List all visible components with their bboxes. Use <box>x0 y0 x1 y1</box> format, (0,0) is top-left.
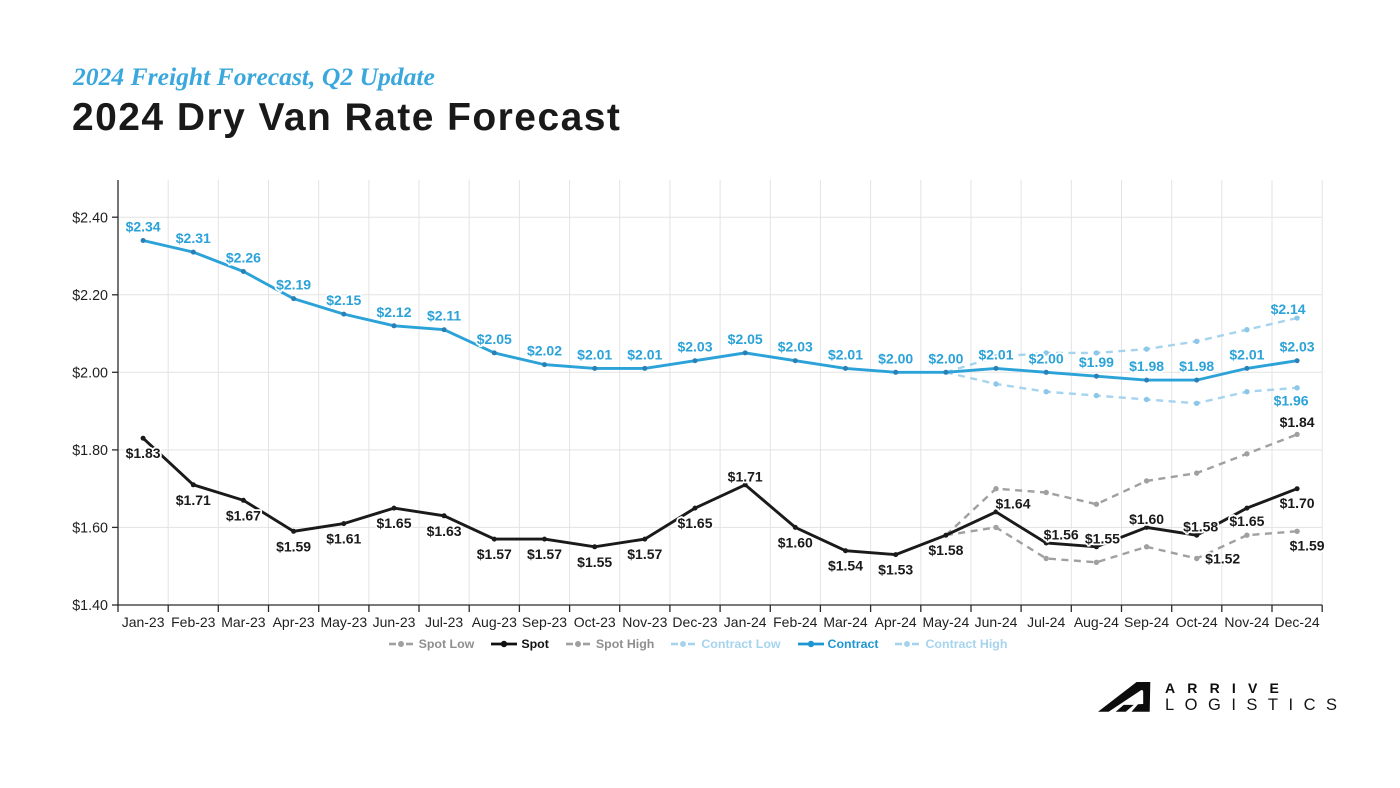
svg-text:$2.00: $2.00 <box>878 350 913 366</box>
svg-text:$1.56: $1.56 <box>1044 527 1079 543</box>
svg-text:$1.60: $1.60 <box>778 534 813 550</box>
svg-text:May-24: May-24 <box>923 614 970 630</box>
svg-text:$1.80: $1.80 <box>72 443 108 459</box>
svg-text:Mar-23: Mar-23 <box>221 614 266 630</box>
svg-text:$1.70: $1.70 <box>1280 495 1315 511</box>
svg-text:$1.64: $1.64 <box>995 495 1030 511</box>
svg-text:$2.01: $2.01 <box>978 346 1013 362</box>
svg-text:$2.11: $2.11 <box>427 308 461 324</box>
svg-text:$1.55: $1.55 <box>1085 530 1120 546</box>
svg-text:$2.01: $2.01 <box>828 346 863 362</box>
svg-text:$2.20: $2.20 <box>72 288 108 304</box>
svg-text:May-23: May-23 <box>320 614 367 630</box>
svg-text:$1.53: $1.53 <box>878 562 913 578</box>
svg-text:$1.55: $1.55 <box>577 554 612 570</box>
svg-text:$2.03: $2.03 <box>1280 339 1315 355</box>
svg-text:$2.19: $2.19 <box>276 277 311 293</box>
svg-text:Dec-23: Dec-23 <box>672 614 717 630</box>
svg-text:Nov-23: Nov-23 <box>622 614 667 630</box>
svg-text:$1.40: $1.40 <box>72 598 108 614</box>
svg-text:Jul-23: Jul-23 <box>425 614 463 630</box>
svg-text:Aug-24: Aug-24 <box>1074 614 1119 630</box>
svg-text:$1.57: $1.57 <box>527 546 562 562</box>
svg-text:$1.71: $1.71 <box>176 492 211 508</box>
svg-text:$2.01: $2.01 <box>1229 346 1264 362</box>
svg-text:$2.01: $2.01 <box>577 346 612 362</box>
svg-text:$1.98: $1.98 <box>1179 358 1214 374</box>
svg-text:$1.65: $1.65 <box>677 515 712 531</box>
svg-text:$2.40: $2.40 <box>72 210 108 226</box>
svg-text:Apr-24: Apr-24 <box>875 614 917 630</box>
svg-text:$2.05: $2.05 <box>477 331 512 347</box>
svg-text:$2.00: $2.00 <box>1029 350 1064 366</box>
svg-text:Apr-23: Apr-23 <box>273 614 315 630</box>
svg-text:$1.61: $1.61 <box>326 531 361 547</box>
svg-text:$1.58: $1.58 <box>928 542 963 558</box>
svg-text:Feb-23: Feb-23 <box>171 614 216 630</box>
svg-text:$1.54: $1.54 <box>828 558 863 574</box>
svg-text:Sep-24: Sep-24 <box>1124 614 1169 630</box>
svg-text:Aug-23: Aug-23 <box>472 614 517 630</box>
svg-text:Mar-24: Mar-24 <box>823 614 868 630</box>
svg-text:$2.03: $2.03 <box>677 339 712 355</box>
svg-text:Jun-23: Jun-23 <box>373 614 416 630</box>
svg-text:$1.57: $1.57 <box>477 546 512 562</box>
svg-text:Feb-24: Feb-24 <box>773 614 818 630</box>
svg-text:$2.26: $2.26 <box>226 250 261 266</box>
svg-text:$1.96: $1.96 <box>1274 392 1309 408</box>
svg-text:$2.05: $2.05 <box>728 331 763 347</box>
svg-text:$1.60: $1.60 <box>72 521 108 537</box>
svg-text:$1.52: $1.52 <box>1205 551 1240 567</box>
svg-text:$2.00: $2.00 <box>928 350 963 366</box>
svg-text:$1.59: $1.59 <box>276 538 311 554</box>
svg-text:$2.34: $2.34 <box>126 219 161 235</box>
svg-text:$2.15: $2.15 <box>326 292 361 308</box>
svg-text:$2.02: $2.02 <box>527 343 562 359</box>
svg-text:$2.12: $2.12 <box>376 304 411 320</box>
svg-text:Oct-24: Oct-24 <box>1176 614 1218 630</box>
svg-text:Jan-23: Jan-23 <box>122 614 165 630</box>
svg-text:$2.03: $2.03 <box>778 339 813 355</box>
svg-text:$2.00: $2.00 <box>72 366 108 382</box>
svg-text:$2.14: $2.14 <box>1271 301 1306 317</box>
svg-text:$1.98: $1.98 <box>1129 358 1164 374</box>
svg-text:Jun-24: Jun-24 <box>975 614 1018 630</box>
svg-text:Sep-23: Sep-23 <box>522 614 567 630</box>
svg-text:$1.67: $1.67 <box>226 507 261 523</box>
svg-text:$1.60: $1.60 <box>1129 511 1164 527</box>
svg-text:$1.84: $1.84 <box>1280 414 1315 430</box>
svg-text:$1.59: $1.59 <box>1290 537 1325 553</box>
svg-text:$1.57: $1.57 <box>627 546 662 562</box>
svg-text:$1.65: $1.65 <box>376 515 411 531</box>
svg-text:$1.65: $1.65 <box>1229 513 1264 529</box>
svg-text:Dec-24: Dec-24 <box>1275 614 1320 630</box>
svg-text:$1.83: $1.83 <box>126 445 161 461</box>
svg-text:Jan-24: Jan-24 <box>724 614 767 630</box>
svg-text:Jul-24: Jul-24 <box>1027 614 1065 630</box>
svg-text:$2.31: $2.31 <box>176 230 211 246</box>
svg-text:Nov-24: Nov-24 <box>1224 614 1269 630</box>
svg-text:$1.63: $1.63 <box>427 523 462 539</box>
svg-text:$1.99: $1.99 <box>1079 354 1114 370</box>
svg-text:Oct-23: Oct-23 <box>574 614 616 630</box>
svg-text:$1.58: $1.58 <box>1183 519 1218 535</box>
svg-text:$2.01: $2.01 <box>627 346 662 362</box>
svg-text:$1.71: $1.71 <box>728 468 763 484</box>
